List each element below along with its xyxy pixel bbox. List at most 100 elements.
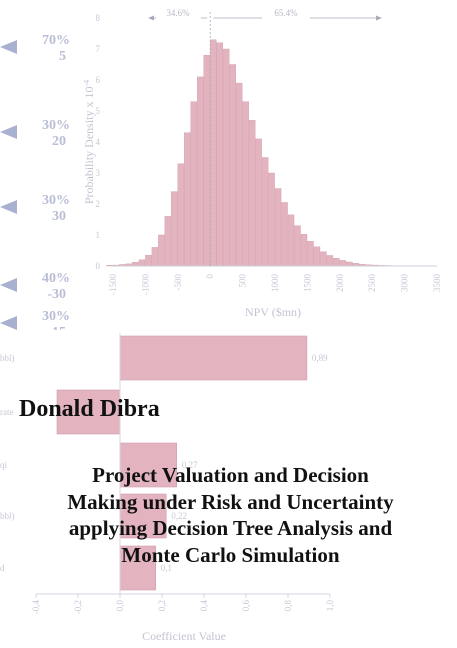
- x-tick-label: -0,4: [31, 600, 41, 615]
- branch-probability: 30%: [42, 118, 70, 133]
- annotation-backdrop: [262, 7, 310, 19]
- x-tick-label: 2000: [335, 274, 345, 293]
- x-tick-label: 1500: [302, 274, 312, 293]
- histogram-bar: [281, 202, 288, 267]
- bar-value-label: 0,89: [312, 353, 328, 363]
- bar-value-label: 0,22: [171, 511, 187, 521]
- x-tick-label: -1500: [108, 274, 118, 295]
- histogram-bar: [216, 42, 223, 267]
- book-title: Project Valuation and Decision Making un…: [12, 462, 449, 568]
- x-tick-label: -500: [173, 274, 183, 291]
- coefficient-bar: [119, 442, 178, 488]
- factor-label: qi: [0, 460, 8, 470]
- histogram-bar: [339, 260, 347, 267]
- histogram-bar: [274, 188, 282, 267]
- sensitivity-tornado-chart: bbl) 0,89 rate qi 0,27 bbl) 0,22 d 0,1 -0,4 -0,2 0,…: [0, 330, 335, 643]
- x-tick-label: 0: [205, 274, 215, 279]
- factor-label: d: [0, 563, 5, 573]
- y-tick-label: 5: [96, 106, 101, 116]
- title-line: Making under Risk and Uncertainty: [67, 489, 394, 514]
- histogram-bar: [171, 191, 178, 267]
- branch-probability: 30%: [42, 193, 70, 208]
- histogram-bar: [184, 132, 191, 267]
- histogram-bar: [248, 120, 256, 267]
- branch-marker: [0, 40, 17, 54]
- histogram-bar: [229, 64, 236, 267]
- histogram-bar: [255, 138, 262, 267]
- histogram-bar: [106, 265, 113, 267]
- factor-label: rate: [0, 407, 14, 417]
- x-tick-label: 1,0: [325, 600, 335, 612]
- histogram-bar: [261, 157, 269, 267]
- x-tick-label: -0,2: [73, 600, 83, 614]
- branch-marker: [0, 316, 17, 330]
- histogram-bar: [268, 172, 275, 267]
- histogram-bar: [222, 48, 230, 267]
- bar-value-label: 0,27: [182, 460, 198, 470]
- y-tick-label: 3: [96, 168, 101, 178]
- branch-value: 30: [52, 209, 66, 224]
- y-tick-label: 7: [96, 44, 101, 54]
- y-tick-label: 2: [96, 199, 101, 209]
- x-tick-label: -1000: [140, 274, 150, 295]
- factor-label: bbl): [0, 511, 15, 521]
- histogram-bar: [138, 259, 146, 267]
- right-arrowhead: [376, 15, 382, 21]
- histogram-bar: [307, 240, 314, 267]
- x-tick-label: 500: [238, 274, 248, 288]
- histogram-bar: [333, 258, 340, 267]
- histogram-bar: [190, 101, 198, 267]
- histogram-bar: [151, 247, 159, 267]
- histogram-bar: [197, 76, 204, 267]
- histogram-bar: [326, 255, 334, 267]
- histogram-bar: [164, 216, 172, 267]
- title-line: applying Decision Tree Analysis and: [68, 516, 393, 540]
- y-tick-label: 8: [96, 13, 101, 23]
- branch-value: 5: [59, 49, 66, 64]
- x-axis-title: NPV ($mn): [245, 305, 301, 319]
- branch-marker: [0, 200, 17, 214]
- left-percentile-label: 34.6%: [166, 8, 190, 18]
- x-tick-label: 0,0: [115, 600, 125, 612]
- coefficient-bar: [119, 335, 308, 381]
- histogram-bar: [132, 262, 139, 267]
- x-tick-label: 0,2: [157, 600, 167, 611]
- x-tick-label: 0,8: [283, 600, 293, 612]
- x-tick-label: 3000: [400, 274, 410, 293]
- y-tick-label: 0: [96, 261, 101, 271]
- left-arrowhead: [148, 15, 154, 21]
- title-line: Project Valuation and Decision: [92, 463, 369, 487]
- y-axis-exponent: -4: [82, 80, 91, 87]
- branch-probability: 40%: [42, 271, 70, 286]
- branch-value: 20: [52, 134, 66, 149]
- x-tick-label: 1000: [270, 274, 280, 293]
- author-name: Donald Dibra: [19, 396, 160, 422]
- branch-probability: 30%: [42, 309, 70, 324]
- coefficient-bar: [56, 389, 121, 435]
- annotation-backdrop: [156, 7, 201, 19]
- histogram-bar: [177, 163, 185, 267]
- branch-probability: 70%: [42, 33, 70, 48]
- npv-histogram: 0 1 2 3 4 5 6 7 8 -1500 -1000 -500 0 500 1000 1500 2000 2…: [82, 7, 442, 319]
- histogram-bar: [242, 101, 249, 267]
- bar-value-label: 0,1: [161, 563, 172, 573]
- branch-value: -30: [47, 287, 66, 302]
- x-tick-label: 3500: [432, 274, 442, 293]
- y-tick-label: 6: [96, 75, 101, 85]
- x-tick-label: 2500: [367, 274, 377, 293]
- branch-marker: [0, 125, 17, 139]
- x-tick-label: 0,6: [241, 600, 251, 612]
- x-axis-title: Coefficient Value: [142, 629, 226, 643]
- histogram-bar: [300, 234, 308, 267]
- y-axis-title: Probability Density x 10-4: [82, 80, 96, 204]
- histogram-bar: [313, 246, 321, 267]
- title-line: Monte Carlo Simulation: [121, 542, 340, 567]
- right-percentile-label: 65.4%: [274, 8, 298, 18]
- histogram-bar: [209, 39, 217, 267]
- histogram-bar: [320, 251, 327, 267]
- histogram-bar: [203, 55, 211, 267]
- y-tick-label: 4: [96, 137, 101, 147]
- histogram-bar: [346, 261, 353, 267]
